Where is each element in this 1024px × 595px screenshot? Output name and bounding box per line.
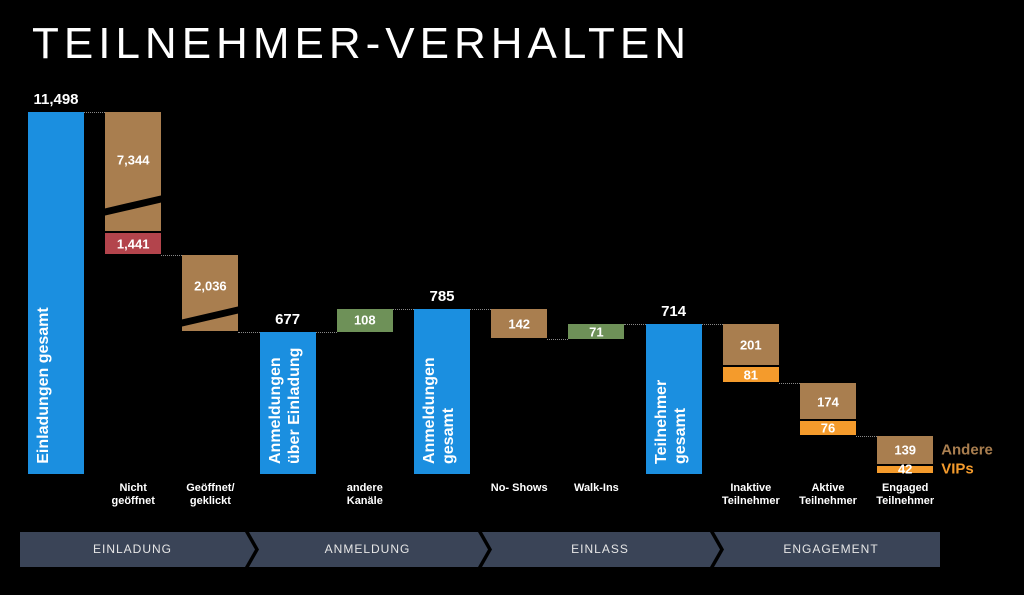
category-label: andere Kanäle	[346, 482, 383, 507]
bar-category-label: Anmeldungen über Einladung	[266, 347, 303, 464]
connector	[547, 338, 569, 340]
chart-title: TEILNEHMER-VERHALTEN	[32, 19, 692, 68]
decrease-bar	[800, 383, 856, 419]
connector	[701, 324, 723, 326]
increase-bar	[568, 324, 625, 339]
legend-entry: VIPs	[941, 460, 974, 478]
value-label: 2,036	[194, 278, 227, 294]
connector	[778, 383, 800, 385]
value-label: 142	[508, 316, 531, 332]
connector	[315, 331, 337, 333]
value-label: 42	[897, 461, 913, 477]
connector	[392, 309, 414, 311]
category-label: Engaged Teilnehmer	[876, 482, 935, 507]
legend-entry: Andere	[941, 441, 993, 459]
total-bar	[414, 309, 470, 474]
category-label: Nicht geöffnet	[111, 482, 155, 507]
total-label: 11,498	[33, 91, 79, 109]
category-label: Geöffnet/ geklickt	[186, 482, 235, 507]
phase-chevron	[714, 532, 940, 567]
decrease-bar	[877, 435, 934, 464]
phase-label: ANMELDUNG	[324, 542, 411, 556]
total-bar	[28, 112, 84, 474]
phase-chevron	[20, 532, 255, 567]
total-label: 677	[275, 310, 301, 328]
category-label: Walk-Ins	[573, 482, 619, 494]
value-label: 139	[894, 442, 917, 458]
connector	[238, 331, 260, 333]
value-label: 1,441	[116, 236, 150, 252]
phase-label: EINLADUNG	[92, 542, 173, 556]
bar-category-label: Einladungen gesamt	[35, 307, 52, 464]
connector	[161, 255, 183, 257]
value-label: 7,344	[116, 152, 150, 168]
increase-bar	[336, 309, 393, 332]
phase-chevron	[482, 532, 720, 567]
category-label: Inaktive Teilnehmer	[721, 482, 780, 507]
value-label: 71	[589, 324, 604, 339]
phase-label: EINLASS	[571, 542, 629, 556]
decrease-bar	[722, 324, 779, 366]
value-label: 76	[820, 420, 836, 436]
phase-label: ENGAGEMENT	[783, 542, 879, 556]
connector	[84, 112, 106, 114]
value-label: 174	[817, 394, 839, 410]
value-label: 201	[739, 337, 762, 353]
connector	[470, 309, 492, 311]
decrease-bar	[800, 420, 856, 435]
category-label: Aktive Teilnehmer	[799, 482, 857, 507]
decrease-bar	[491, 309, 548, 338]
decrease-bar	[722, 367, 779, 383]
connector	[856, 435, 878, 437]
category-label: No- Shows	[490, 482, 548, 494]
bar-category-label: Anmeldungen gesamt	[421, 357, 457, 464]
bar-category-label: Teilnehmer gesamt	[652, 379, 689, 464]
value-label: 81	[743, 367, 759, 383]
total-label: 714	[661, 303, 687, 321]
connector	[624, 324, 646, 326]
value-label: 108	[353, 312, 376, 328]
decrease-bar	[877, 465, 934, 473]
total-bar	[645, 324, 702, 474]
decrease-bar	[105, 232, 162, 255]
total-label: 785	[429, 288, 455, 306]
phase-chevron	[249, 532, 488, 567]
total-bar	[259, 331, 316, 474]
